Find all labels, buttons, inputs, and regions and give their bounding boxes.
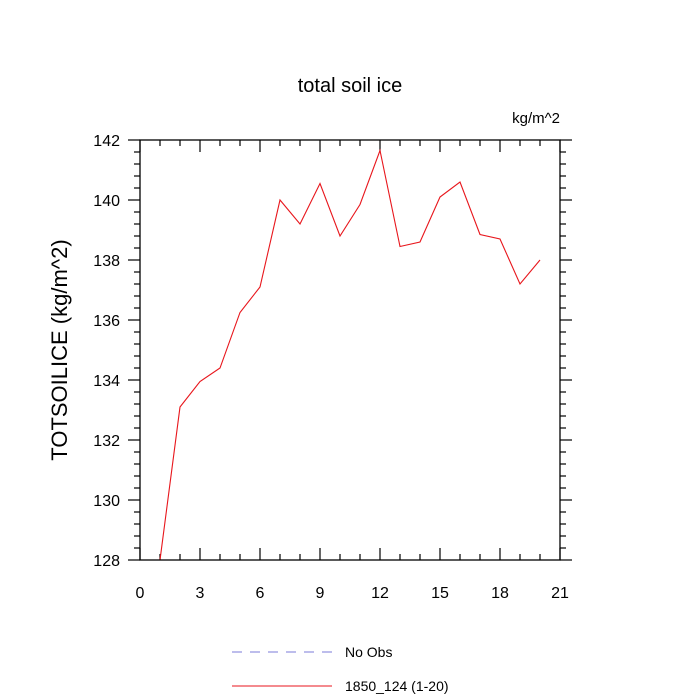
plot-area xyxy=(159,148,541,561)
y-tick-label: 142 xyxy=(93,133,120,150)
y-axis-label: TOTSOILICE (kg/m^2) xyxy=(47,239,72,460)
x-tick-label: 0 xyxy=(136,585,145,602)
y-tick-label: 130 xyxy=(93,493,120,510)
y-tick-label: 134 xyxy=(93,373,120,390)
legend: No Obs 1850_124 (1-20) xyxy=(232,644,449,694)
legend-label-0: No Obs xyxy=(345,644,392,660)
x-tick-label: 6 xyxy=(256,585,265,602)
y-tick-label: 128 xyxy=(93,553,120,570)
x-tick-label: 18 xyxy=(491,585,509,602)
y-tick-label: 136 xyxy=(93,313,120,330)
x-tick-label: 9 xyxy=(316,585,325,602)
series-line-1 xyxy=(159,148,541,561)
x-tick-label: 3 xyxy=(196,585,205,602)
y-tick-label: 138 xyxy=(93,253,120,270)
units-label: kg/m^2 xyxy=(512,110,560,127)
x-tick-label: 21 xyxy=(551,585,569,602)
legend-label-1: 1850_124 (1-20) xyxy=(345,678,449,694)
y-tick-label: 140 xyxy=(93,193,120,210)
plot-frame xyxy=(139,139,561,561)
axis-ticks: 0 3 6 9 12 15 18 21 128 130 132 134 136 138 140 142 xyxy=(93,133,572,602)
x-tick-label: 12 xyxy=(371,585,389,602)
x-tick-label: 15 xyxy=(431,585,449,602)
y-tick-label: 132 xyxy=(93,433,120,450)
chart-title: total soil ice xyxy=(298,75,403,97)
